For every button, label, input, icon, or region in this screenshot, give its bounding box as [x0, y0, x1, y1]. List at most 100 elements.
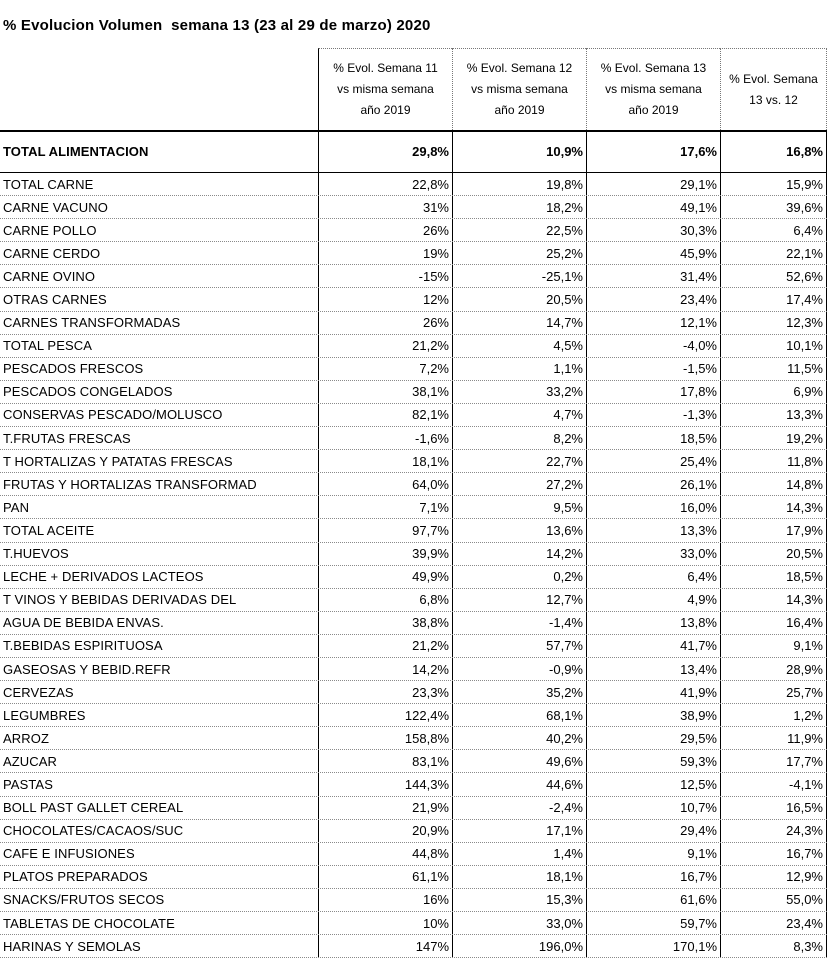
table-row: CARNE POLLO 26% 22,5% 30,3% 6,4% [0, 219, 827, 243]
row-value-week11: 19% [318, 242, 452, 265]
row-value-week13: 31,4% [586, 265, 720, 288]
row-value-week13-vs-12: 13,3% [720, 403, 827, 427]
row-value-week13-vs-12: -4,1% [720, 773, 827, 796]
row-value-week13-vs-12: 14,3% [720, 496, 827, 519]
row-value-week12: 18,2% [452, 196, 586, 219]
row-category-name: TABLETAS DE CHOCOLATE [3, 915, 175, 931]
row-value-week12: 196,0% [452, 935, 586, 958]
table-row: T.BEBIDAS ESPIRITUOSA 21,2% 57,7% 41,7% 9,1% [0, 634, 827, 658]
row-category-name: FRUTAS Y HORTALIZAS TRANSFORMAD [3, 476, 257, 492]
row-value-week13: 38,9% [586, 704, 720, 727]
table-row: CAFE E INFUSIONES 44,8% 1,4% 9,1% 16,7% [0, 842, 827, 866]
table-row: PLATOS PREPARADOS 61,1% 18,1% 16,7% 12,9% [0, 865, 827, 889]
row-value-week11: 82,1% [318, 403, 452, 427]
table-row: OTRAS CARNES 12% 20,5% 23,4% 17,4% [0, 288, 827, 312]
table-row: TOTAL PESCA 21,2% 4,5% -4,0% 10,1% [0, 334, 827, 358]
row-value-week13-vs-12: 11,8% [720, 450, 827, 473]
row-value-week13-vs-12: 22,1% [720, 242, 827, 265]
row-value-week11: 16% [318, 888, 452, 911]
row-value-week13-vs-12: 28,9% [720, 657, 827, 681]
row-value-week11: 12% [318, 288, 452, 311]
row-value-week13: -1,5% [586, 357, 720, 380]
row-category-name: T.BEBIDAS ESPIRITUOSA [3, 638, 163, 654]
row-category-name: BOLL PAST GALLET CEREAL [3, 800, 184, 816]
row-value-week11: 22,8% [318, 173, 452, 196]
row-value-week13-vs-12: 12,3% [720, 311, 827, 334]
row-value-week12: 25,2% [452, 242, 586, 265]
row-value-week12: 44,6% [452, 773, 586, 796]
row-value-week11: 7,1% [318, 496, 452, 519]
table-row: LEGUMBRES 122,4% 68,1% 38,9% 1,2% [0, 704, 827, 728]
total-value-week11: 29,8% [318, 130, 452, 172]
row-category-name: T.FRUTAS FRESCAS [3, 430, 131, 446]
table-header: % Evol. Semana 11 vs misma semana año 20… [0, 48, 827, 132]
row-category-name: CARNE POLLO [3, 222, 97, 238]
row-value-week13: 16,7% [586, 865, 720, 888]
row-value-week11: -1,6% [318, 427, 452, 450]
row-category-name: TOTAL CARNE [3, 176, 94, 192]
row-value-week13-vs-12: 18,5% [720, 565, 827, 588]
row-value-week13-vs-12: 11,9% [720, 727, 827, 750]
row-value-week11: 64,0% [318, 473, 452, 496]
row-value-week11: 144,3% [318, 773, 452, 796]
row-category-name: PESCADOS FRESCOS [3, 361, 144, 377]
row-value-week13: 23,4% [586, 288, 720, 311]
column-header-week11: % Evol. Semana 11 vs misma semana año 20… [318, 48, 452, 130]
row-category-name: ARROZ [3, 730, 49, 746]
row-category-name: CARNE VACUNO [3, 199, 108, 215]
row-category-name: AGUA DE BEBIDA ENVAS. [3, 615, 164, 631]
table-row: CERVEZAS 23,3% 35,2% 41,9% 25,7% [0, 681, 827, 705]
row-value-week11: 158,8% [318, 727, 452, 750]
row-value-week12: -2,4% [452, 796, 586, 819]
row-value-week13-vs-12: 16,7% [720, 842, 827, 865]
row-value-week11: 38,8% [318, 611, 452, 634]
row-value-week11: 26% [318, 311, 452, 334]
row-value-week13-vs-12: 14,3% [720, 588, 827, 611]
table-row: PAN 7,1% 9,5% 16,0% 14,3% [0, 496, 827, 520]
row-value-week11: 20,9% [318, 819, 452, 842]
row-value-week13-vs-12: 52,6% [720, 265, 827, 288]
row-category-name: TOTAL ACEITE [3, 522, 95, 538]
row-value-week12: 22,5% [452, 219, 586, 242]
row-value-week12: 40,2% [452, 727, 586, 750]
row-value-week12: 35,2% [452, 681, 586, 704]
row-value-week11: -15% [318, 265, 452, 288]
page-title: % Evolucion Volumen semana 13 (23 al 29 … [3, 17, 431, 34]
row-value-week13-vs-12: 25,7% [720, 681, 827, 704]
row-value-week13: 4,9% [586, 588, 720, 611]
row-value-week13-vs-12: 17,4% [720, 288, 827, 311]
row-value-week11: 61,1% [318, 865, 452, 888]
row-category-name: GASEOSAS Y BEBID.REFR [3, 661, 171, 677]
table-row: GASEOSAS Y BEBID.REFR 14,2% -0,9% 13,4% 28,9… [0, 657, 827, 682]
row-value-week13-vs-12: 9,1% [720, 634, 827, 657]
total-value-week13-vs-12: 16,8% [720, 130, 827, 172]
row-category-name: T HORTALIZAS Y PATATAS FRESCAS [3, 453, 233, 469]
row-category-name: CAFE E INFUSIONES [3, 846, 135, 862]
row-value-week12: 8,2% [452, 427, 586, 450]
row-category-name: SNACKS/FRUTOS SECOS [3, 892, 165, 908]
row-value-week12: 9,5% [452, 496, 586, 519]
table-row: T.HUEVOS 39,9% 14,2% 33,0% 20,5% [0, 542, 827, 566]
table-row: CARNE OVINO -15% -25,1% 31,4% 52,6% [0, 265, 827, 289]
column-header-week13-vs-12: % Evol. Semana 13 vs. 12 [720, 48, 827, 130]
row-value-week12: 12,7% [452, 588, 586, 611]
row-category-name: LEGUMBRES [3, 707, 86, 723]
row-value-week13-vs-12: 16,4% [720, 611, 827, 634]
table-row: T.FRUTAS FRESCAS -1,6% 8,2% 18,5% 19,2% [0, 427, 827, 451]
row-value-week11: 44,8% [318, 842, 452, 865]
table-row: PASTAS 144,3% 44,6% 12,5% -4,1% [0, 773, 827, 797]
row-value-week11: 23,3% [318, 681, 452, 704]
row-value-week13: 61,6% [586, 888, 720, 911]
table-row: BOLL PAST GALLET CEREAL 21,9% -2,4% 10,7% 16… [0, 796, 827, 820]
row-value-week11: 7,2% [318, 357, 452, 380]
table-row: T VINOS Y BEBIDAS DERIVADAS DEL 6,8% 12,7%… [0, 588, 827, 612]
row-value-week12: 13,6% [452, 519, 586, 542]
row-value-week13-vs-12: 55,0% [720, 888, 827, 911]
row-value-week13: 30,3% [586, 219, 720, 242]
table-row: T HORTALIZAS Y PATATAS FRESCAS 18,1% 22,7%… [0, 450, 827, 474]
row-value-week13-vs-12: 6,9% [720, 380, 827, 403]
table-row: LECHE + DERIVADOS LACTEOS 49,9% 0,2% 6,4% 18… [0, 565, 827, 589]
header-divider [0, 130, 827, 132]
row-value-week12: 57,7% [452, 634, 586, 657]
row-category-name: AZUCAR [3, 753, 58, 769]
